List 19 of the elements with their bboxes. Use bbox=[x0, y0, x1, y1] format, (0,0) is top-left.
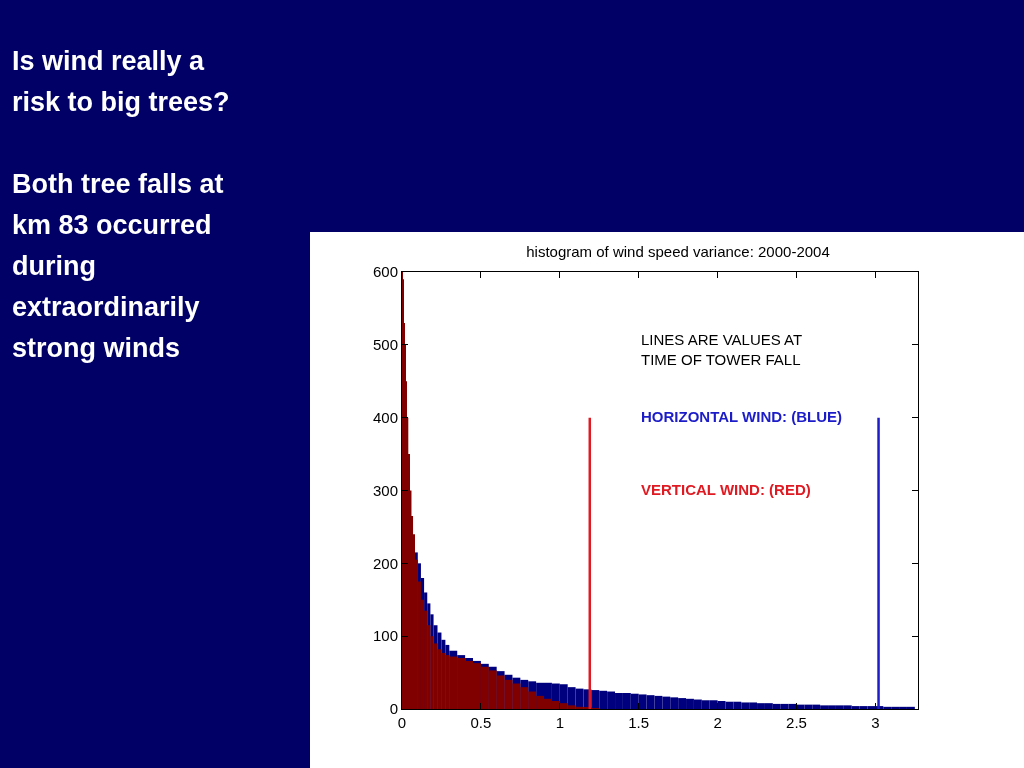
text: VERTICAL WIND: (RED) bbox=[641, 481, 811, 498]
x-tick-label: 3 bbox=[871, 714, 880, 731]
y-tick-label: 0 bbox=[389, 700, 398, 718]
x-tick-label: 1 bbox=[555, 714, 564, 731]
y-tick-label: 100 bbox=[372, 627, 398, 645]
text: Is wind really a risk to big trees? bbox=[12, 46, 230, 117]
x-tick-label: 2 bbox=[713, 714, 722, 731]
chart-title: histogram of wind speed variance: 2000-2004 bbox=[526, 243, 830, 261]
y-tick-label: 400 bbox=[372, 408, 398, 426]
text: Both tree falls at km 83 occurred during extraordinarily strong winds bbox=[12, 169, 224, 363]
x-tick-label: 0.5 bbox=[470, 714, 492, 731]
text: HORIZONTAL WIND: (BLUE) bbox=[641, 408, 843, 425]
y-tick-label: 600 bbox=[372, 263, 398, 281]
x-tick-label: 1.5 bbox=[628, 714, 650, 731]
x-tick-label: 2.5 bbox=[786, 714, 807, 731]
y-tick-label: 500 bbox=[372, 336, 398, 354]
y-tick-label: 200 bbox=[372, 554, 398, 572]
legend-title: LINES ARE VALUES AT TIME OF TOWER FALL bbox=[641, 331, 803, 368]
y-tick-label: 300 bbox=[372, 481, 398, 499]
